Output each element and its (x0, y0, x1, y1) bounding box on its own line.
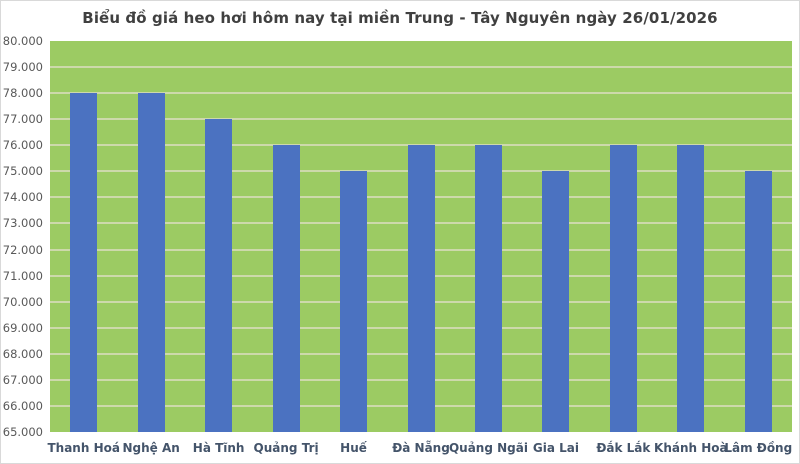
y-axis-tick-label: 77.000 (2, 112, 43, 127)
y-axis-tick-label: 79.000 (2, 60, 43, 75)
y-axis-tick-label: 72.000 (2, 242, 43, 257)
category-label: Đắk Lắk (596, 441, 651, 455)
bar (609, 145, 637, 432)
category-label: Lâm Đồng (724, 441, 793, 455)
bar (542, 171, 570, 432)
category-label: Thanh Hoá (47, 441, 120, 455)
category-label: Khánh Hoà (654, 441, 728, 455)
bar (744, 171, 772, 432)
x-axis: Thanh Hoá Nghệ An Hà Tĩnh Quảng Trị Huế Đà Nẵ… (47, 432, 793, 463)
category-label: Quảng Ngãi (448, 441, 528, 455)
y-axis-tick-label: 80.000 (2, 34, 43, 48)
plot-area (50, 41, 792, 432)
chart-title: Biểu đồ giá heo hơi hôm nay tại miền Tru… (82, 9, 718, 27)
bar (407, 145, 435, 432)
gridline (50, 92, 792, 95)
y-axis-tick-label: 71.000 (2, 268, 43, 283)
category-label: Huế (340, 441, 367, 455)
y-axis-tick-label: 66.000 (2, 398, 43, 413)
gridline (50, 66, 792, 69)
bar (205, 119, 233, 432)
bar (272, 145, 300, 432)
y-axis: 80.000 79.000 78.000 77.000 76.000 75.000 74.0… (1, 34, 43, 439)
y-axis-tick-label: 74.000 (2, 190, 43, 205)
category-label: Nghệ An (122, 441, 180, 455)
gridline (50, 144, 792, 147)
category-label: Đà Nẵng (392, 441, 450, 455)
y-axis-tick-label: 68.000 (2, 346, 43, 361)
bar (340, 171, 368, 432)
y-axis-tick-label: 69.000 (2, 320, 43, 335)
y-axis-tick-label: 75.000 (2, 164, 43, 179)
bar (474, 145, 502, 432)
category-label: Quảng Trị (253, 441, 319, 455)
y-axis-tick-label: 78.000 (2, 86, 43, 101)
y-axis-tick-label: 70.000 (2, 294, 43, 309)
bar (70, 93, 98, 432)
y-axis-tick-label: 76.000 (2, 138, 43, 153)
bar (137, 93, 165, 432)
bar (677, 145, 705, 432)
category-label: Hà Tĩnh (192, 441, 245, 455)
y-axis-tick-label: 67.000 (2, 372, 43, 387)
gridline (50, 118, 792, 121)
y-axis-tick-label: 73.000 (2, 216, 43, 231)
category-label: Gia Lai (532, 441, 579, 455)
y-axis-tick-label: 65.000 (2, 425, 43, 439)
